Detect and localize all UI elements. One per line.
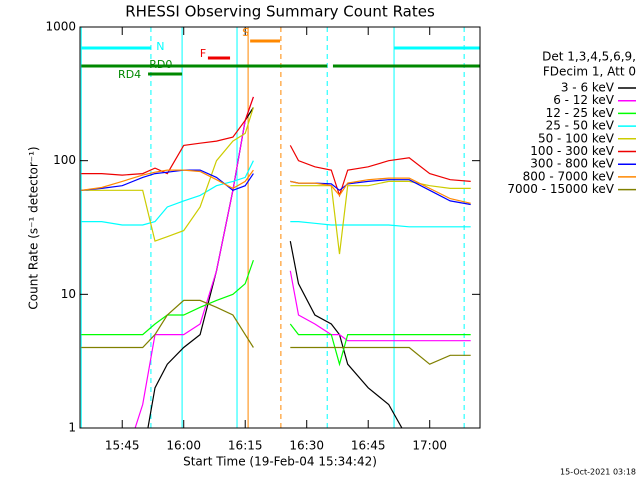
x-tick-label: 17:00 [412, 439, 447, 453]
series-line [289, 270, 471, 342]
flag-label: RD0 [149, 58, 172, 71]
flag-label: F [200, 47, 206, 60]
legend-label: 100 - 300 keV [530, 144, 614, 158]
y-tick-label: 1000 [45, 20, 76, 34]
legend-header: Det 1,3,4,5,6,9, [542, 50, 636, 64]
series-line [290, 180, 471, 255]
y-axis-label: Count Rate (s⁻¹ detector⁻¹) [27, 146, 41, 309]
y-tick-label: 100 [53, 153, 76, 167]
series-line [290, 177, 471, 204]
flag-label: N [156, 40, 164, 53]
x-axis-label: Start Time (19-Feb-04 15:34:42) [183, 455, 377, 469]
plot-area [80, 27, 480, 428]
series-line [81, 260, 254, 336]
series-line [81, 169, 254, 191]
legend-label: 7000 - 15000 keV [507, 182, 614, 196]
flag-label: RD4 [118, 68, 141, 81]
legend-label: 12 - 25 keV [546, 106, 615, 120]
x-tick-label: 16:30 [289, 439, 324, 453]
chart-title: RHESSI Observing Summary Count Rates [125, 3, 435, 21]
y-tick-label: 10 [61, 287, 76, 301]
legend-label: 300 - 800 keV [530, 157, 614, 171]
series-line [81, 299, 254, 349]
legend-label: 3 - 6 keV [561, 81, 615, 95]
legend-label: 50 - 100 keV [538, 131, 615, 145]
legend-header: FDecim 1, Att 0 [543, 65, 636, 79]
x-tick-label: 15:45 [105, 439, 140, 453]
series-line [81, 96, 254, 176]
legend-label: 800 - 7000 keV [523, 169, 615, 183]
x-tick-label: 16:15 [228, 439, 263, 453]
series-line [290, 221, 471, 228]
series-line [289, 240, 403, 428]
y-tick-label: 1 [68, 421, 76, 435]
series-line [81, 169, 254, 191]
series-line [81, 160, 254, 226]
series-line [134, 96, 254, 428]
series-line [81, 107, 254, 242]
footer: 15-Oct-2021 03:18 [560, 468, 636, 477]
x-tick-label: 16:00 [166, 439, 201, 453]
series-line [289, 145, 471, 198]
flag-label: S [242, 26, 249, 39]
legend-label: 25 - 50 keV [546, 119, 615, 133]
x-tick-label: 16:45 [351, 439, 386, 453]
series-line [290, 346, 471, 365]
series-line [289, 323, 471, 367]
legend-label: 6 - 12 keV [553, 93, 615, 107]
axes-frame [79, 26, 481, 429]
